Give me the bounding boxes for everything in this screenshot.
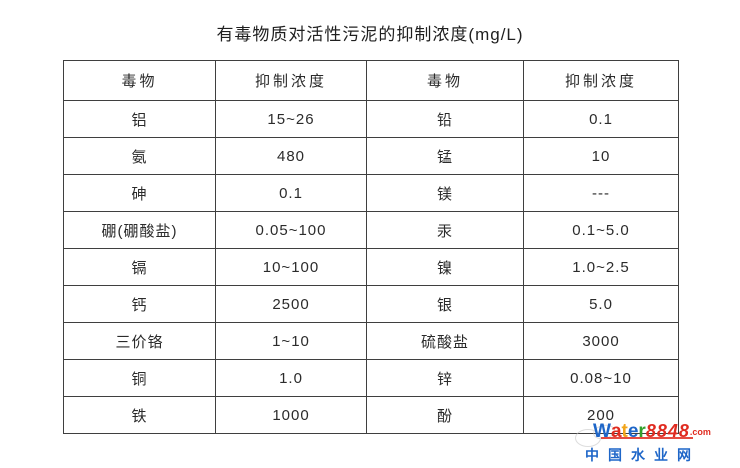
table-row: 铁 1000 酚 200 — [63, 396, 679, 434]
concentration-cell: 1~10 — [215, 322, 367, 360]
concentration-cell: 1.0~2.5 — [523, 248, 679, 286]
logo-letter: r — [638, 421, 646, 442]
concentration-cell: 0.05~100 — [215, 211, 367, 249]
watermark: Water8848.com 中国水业网 — [573, 417, 738, 467]
toxin-cell: 三价铬 — [63, 322, 216, 360]
logo-underline — [601, 437, 693, 439]
concentration-cell: 15~26 — [215, 100, 367, 138]
toxin-cell: 铜 — [63, 359, 216, 397]
header-cell-toxin-left: 毒物 — [63, 60, 216, 101]
ghost-doodle-icon — [573, 422, 619, 451]
toxin-cell: 硫酸盐 — [366, 322, 524, 360]
watermark-site-name: 中国水业网 — [585, 447, 700, 463]
table-row: 镉 10~100 镍 1.0~2.5 — [63, 248, 679, 286]
table-row: 三价铬 1~10 硫酸盐 3000 — [63, 322, 679, 360]
concentration-cell: 3000 — [523, 322, 679, 360]
page-title: 有毒物质对活性污泥的抑制浓度(mg/L) — [216, 25, 524, 44]
concentration-cell: 200 — [523, 396, 679, 434]
toxin-cell: 酚 — [366, 396, 524, 434]
concentration-cell: --- — [523, 174, 679, 212]
toxin-cell: 锌 — [366, 359, 524, 397]
table-row: 砷 0.1 镁 --- — [63, 174, 679, 212]
logo-letter: a — [610, 421, 622, 442]
concentration-cell: 10~100 — [215, 248, 367, 286]
concentration-cell: 0.1 — [523, 100, 679, 138]
table-row: 铜 1.0 锌 0.08~10 — [63, 359, 679, 397]
toxin-cell: 锰 — [366, 137, 524, 175]
watermark-logo: Water8848.com — [593, 421, 711, 442]
concentration-cell: 2500 — [215, 285, 367, 323]
concentration-cell: 5.0 — [523, 285, 679, 323]
toxin-cell: 铝 — [63, 100, 216, 138]
concentration-cell: 0.08~10 — [523, 359, 679, 397]
concentration-cell: 1000 — [215, 396, 367, 434]
table-header-row: 毒物 抑制浓度 毒物 抑制浓度 — [63, 60, 679, 101]
header-cell-toxin-right: 毒物 — [366, 60, 524, 101]
toxin-cell: 银 — [366, 285, 524, 323]
logo-letter: W — [593, 421, 611, 442]
header-cell-concentration-right: 抑制浓度 — [523, 60, 679, 101]
logo-dotcom: .com — [689, 427, 711, 437]
toxin-cell: 镍 — [366, 248, 524, 286]
header-cell-concentration-left: 抑制浓度 — [215, 60, 367, 101]
toxin-cell: 铅 — [366, 100, 524, 138]
logo-number: 8848 — [645, 421, 690, 441]
toxin-cell: 氨 — [63, 137, 216, 175]
concentration-cell: 0.1 — [215, 174, 367, 212]
toxin-cell: 镁 — [366, 174, 524, 212]
table-row: 铝 15~26 铅 0.1 — [63, 100, 679, 138]
concentration-cell: 0.1~5.0 — [523, 211, 679, 249]
toxin-cell: 砷 — [63, 174, 216, 212]
toxicity-table: 毒物 抑制浓度 毒物 抑制浓度 铝 15~26 铅 0.1 氨 480 锰 10… — [63, 60, 679, 434]
logo-letter: t — [621, 421, 628, 442]
concentration-cell: 480 — [215, 137, 367, 175]
concentration-cell: 1.0 — [215, 359, 367, 397]
table-row: 氨 480 锰 10 — [63, 137, 679, 175]
table-row: 钙 2500 银 5.0 — [63, 285, 679, 323]
table-row: 硼(硼酸盐) 0.05~100 汞 0.1~5.0 — [63, 211, 679, 249]
toxin-cell: 钙 — [63, 285, 216, 323]
logo-letter: e — [627, 421, 639, 442]
concentration-cell: 10 — [523, 137, 679, 175]
toxin-cell: 汞 — [366, 211, 524, 249]
toxin-cell: 铁 — [63, 396, 216, 434]
toxin-cell: 硼(硼酸盐) — [63, 211, 216, 249]
toxin-cell: 镉 — [63, 248, 216, 286]
